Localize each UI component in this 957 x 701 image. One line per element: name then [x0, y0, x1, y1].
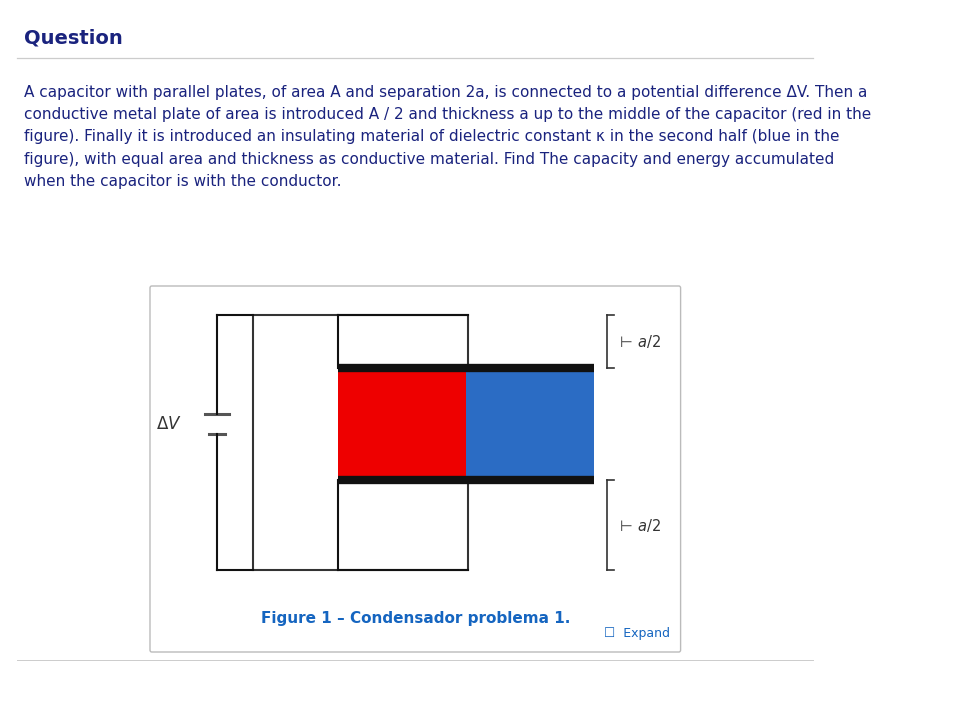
Text: $\vdash\,a/2$: $\vdash\,a/2$: [617, 333, 661, 350]
Text: A capacitor with parallel plates, of area A and separation 2a, is connected to a: A capacitor with parallel plates, of are…: [24, 85, 872, 189]
Text: ☐  Expand: ☐ Expand: [604, 627, 670, 640]
Text: $\Delta V$: $\Delta V$: [156, 415, 182, 433]
Bar: [254, 315, 468, 570]
Text: $\vdash\,a/2$: $\vdash\,a/2$: [617, 517, 661, 533]
Text: Question: Question: [24, 28, 123, 47]
Bar: [338, 371, 466, 477]
Bar: [466, 371, 594, 477]
FancyBboxPatch shape: [150, 286, 680, 652]
Text: Figure 1 – Condensador problema 1.: Figure 1 – Condensador problema 1.: [260, 611, 570, 625]
